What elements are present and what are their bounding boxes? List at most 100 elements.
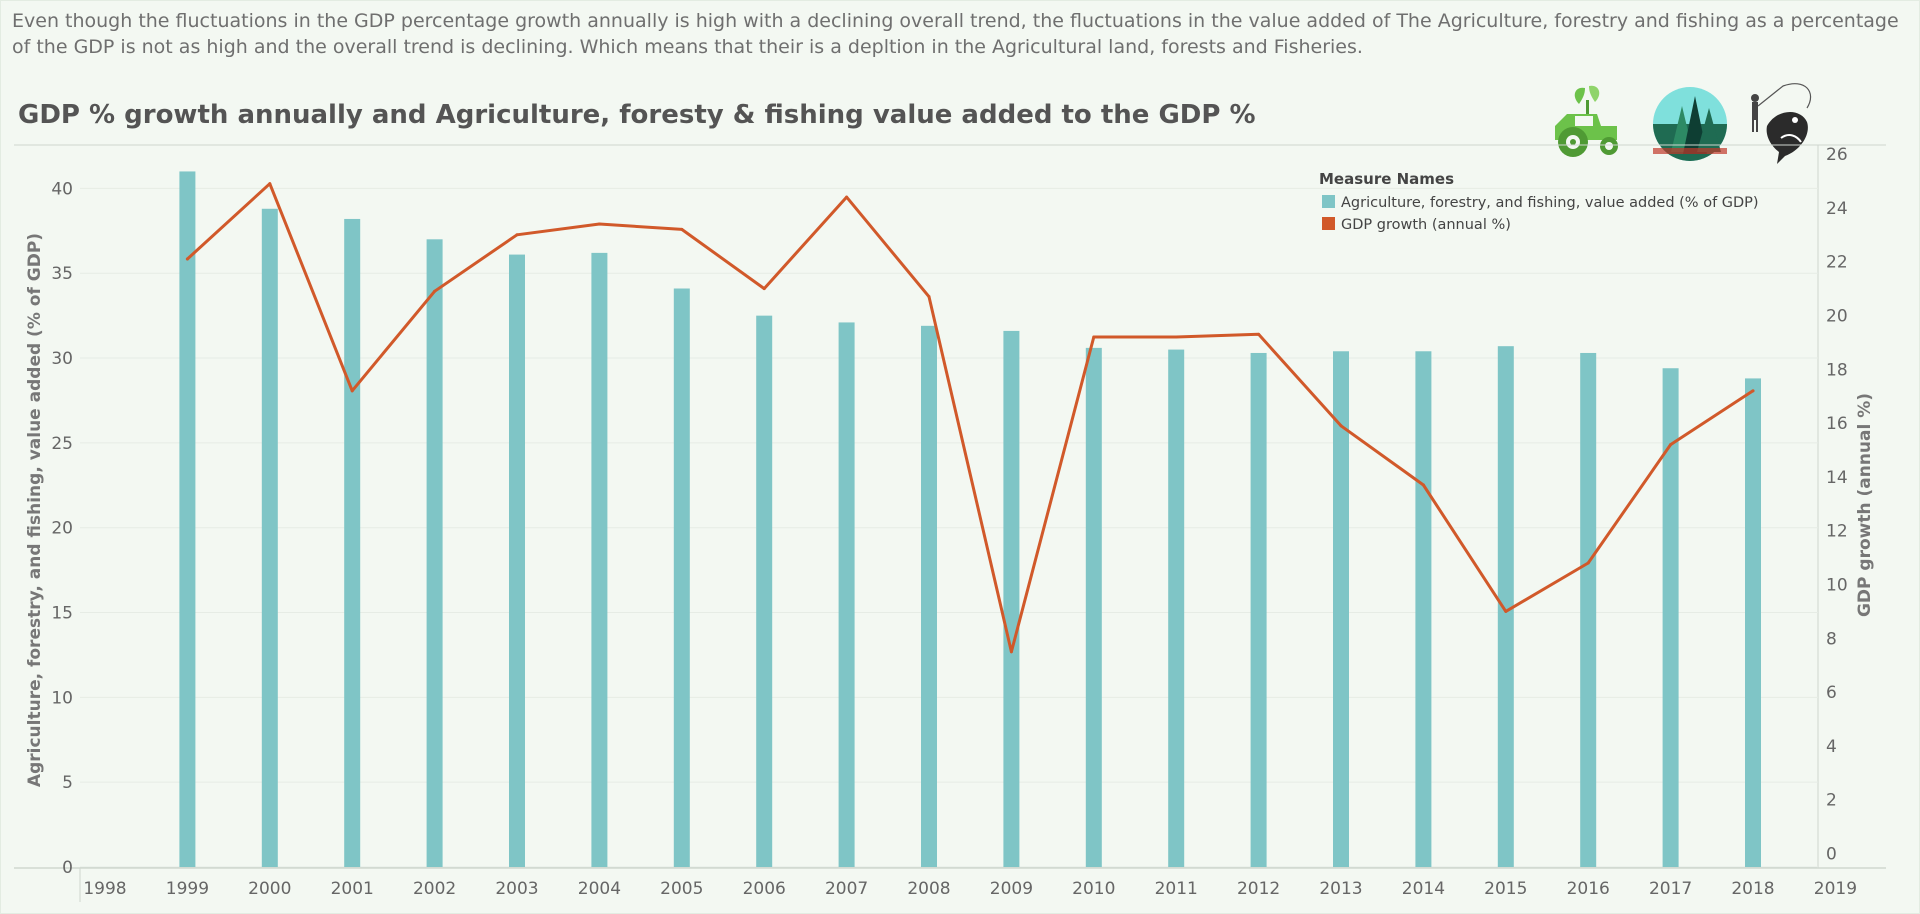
- x-tick-label: 2005: [660, 879, 703, 899]
- bar-2011: [1168, 349, 1185, 867]
- icon-strip: [1555, 83, 1812, 164]
- bar-2012: [1250, 352, 1267, 867]
- y-tick-label: 10: [51, 688, 73, 708]
- bar-2000: [261, 208, 278, 867]
- gdp-growth-point-2006: [762, 287, 766, 291]
- gdp-growth-point-2008: [927, 295, 931, 299]
- gdp-growth-point-2010: [1092, 335, 1096, 339]
- y-tick-label: 35: [51, 264, 73, 284]
- bar-2009: [1003, 330, 1020, 867]
- bar-2004: [591, 252, 608, 868]
- gdp-growth-point-2001: [350, 389, 354, 393]
- legend-label: Agriculture, forestry, and fishing, valu…: [1341, 195, 1759, 211]
- tractor-icon: [1555, 85, 1618, 157]
- y-tick-label: 30: [51, 349, 73, 369]
- x-tick-label: 2018: [1731, 879, 1774, 899]
- x-tick-label: 2007: [825, 879, 868, 899]
- y2-tick-label: 16: [1826, 414, 1848, 434]
- gdp-growth-point-2016: [1586, 561, 1590, 565]
- fishing-icon: [1751, 83, 1812, 164]
- bar-2003: [509, 254, 525, 868]
- x-tick-label: 2000: [248, 879, 291, 899]
- forest-icon: [1653, 87, 1727, 161]
- axes-layer: 051015202530354002468101214161820222426A…: [25, 145, 1875, 899]
- x-tick-label: 2003: [495, 879, 538, 899]
- chart-title: GDP % growth annually and Agriculture, f…: [18, 100, 1256, 130]
- y-tick-label: 15: [51, 604, 73, 624]
- gdp-growth-point-2017: [1669, 443, 1673, 447]
- x-tick-label: 2017: [1649, 879, 1692, 899]
- y2-tick-label: 8: [1826, 629, 1837, 649]
- grid-layer: [14, 144, 1886, 902]
- y2-tick-label: 12: [1826, 522, 1848, 542]
- gdp-growth-point-2013: [1339, 424, 1343, 428]
- gdp-growth-point-2014: [1421, 483, 1425, 487]
- legend-label: GDP growth (annual %): [1341, 217, 1511, 233]
- y2-tick-label: 22: [1826, 253, 1848, 273]
- gdp-growth-point-2018: [1751, 389, 1755, 393]
- bar-2017: [1662, 368, 1679, 867]
- x-tick-label: 2019: [1814, 879, 1857, 899]
- bar-2001: [344, 218, 361, 867]
- gdp-growth-point-2011: [1174, 335, 1178, 339]
- x-tick-label: 2011: [1155, 879, 1198, 899]
- bar-2013: [1333, 351, 1349, 867]
- gdp-growth-point-2007: [845, 195, 849, 199]
- gdp-growth-line: [185, 182, 1755, 654]
- y-tick-label: 0: [62, 858, 73, 878]
- x-tick-label: 2016: [1567, 879, 1610, 899]
- x-tick-label: 2006: [743, 879, 786, 899]
- bar-2014: [1415, 351, 1432, 867]
- gdp-growth-point-2000: [268, 182, 272, 186]
- bar-2006: [756, 315, 773, 867]
- bar-layer: [179, 171, 1761, 868]
- gdp-growth-point-2003: [515, 233, 519, 237]
- y2-tick-label: 0: [1826, 845, 1837, 865]
- x-tick-label: 2012: [1237, 879, 1280, 899]
- x-tick-label: 1998: [83, 879, 126, 899]
- gdp-growth-point-2004: [597, 222, 601, 226]
- y-tick-label: 20: [51, 519, 73, 539]
- y-tick-label: 40: [51, 179, 73, 199]
- bar-2016: [1580, 352, 1597, 867]
- y-axis-title: Agriculture, forestry, and fishing, valu…: [25, 233, 45, 787]
- bar-2008: [921, 325, 937, 867]
- bar-2015: [1497, 346, 1514, 867]
- caption-text: Even though the fluctuations in the GDP …: [12, 10, 1899, 58]
- y2-tick-label: 6: [1826, 683, 1837, 703]
- y2-tick-label: 2: [1826, 791, 1837, 811]
- gdp-growth-point-2005: [680, 227, 684, 231]
- y2-tick-label: 4: [1826, 737, 1837, 757]
- bar-2005: [673, 288, 690, 867]
- legend-swatch: [1322, 217, 1335, 230]
- y2-tick-label: 26: [1826, 145, 1848, 165]
- y2-tick-label: 18: [1826, 360, 1848, 380]
- x-tick-label: 2002: [413, 879, 456, 899]
- gdp-growth-point-1999: [185, 257, 189, 261]
- legend-swatch: [1322, 195, 1335, 208]
- gdp-growth-point-2015: [1504, 609, 1508, 613]
- y2-tick-label: 14: [1826, 468, 1848, 488]
- bar-1999: [179, 171, 196, 868]
- gdp-growth-point-2002: [433, 289, 437, 293]
- x-tick-label: 2004: [578, 879, 621, 899]
- bar-2010: [1085, 347, 1102, 867]
- y-tick-label: 25: [51, 434, 73, 454]
- x-tick-label: 1999: [166, 879, 209, 899]
- y2-tick-label: 24: [1826, 199, 1848, 219]
- legend-title: Measure Names: [1319, 170, 1454, 188]
- bar-2007: [838, 322, 855, 867]
- y2-tick-label: 20: [1826, 306, 1848, 326]
- line-layer: [185, 182, 1755, 654]
- gdp-growth-point-2012: [1257, 332, 1261, 336]
- y2-axis-title: GDP growth (annual %): [1855, 393, 1875, 617]
- bar-2002: [426, 239, 443, 867]
- x-tick-label: 2008: [907, 879, 950, 899]
- gdp-growth-point-2009: [1009, 650, 1013, 654]
- x-tick-label: 2010: [1072, 879, 1115, 899]
- bar-2018: [1745, 378, 1761, 867]
- y-tick-label: 5: [62, 773, 73, 793]
- x-tick-label: 2015: [1484, 879, 1527, 899]
- legend: Measure Names Agriculture, forestry, and …: [1319, 170, 1759, 233]
